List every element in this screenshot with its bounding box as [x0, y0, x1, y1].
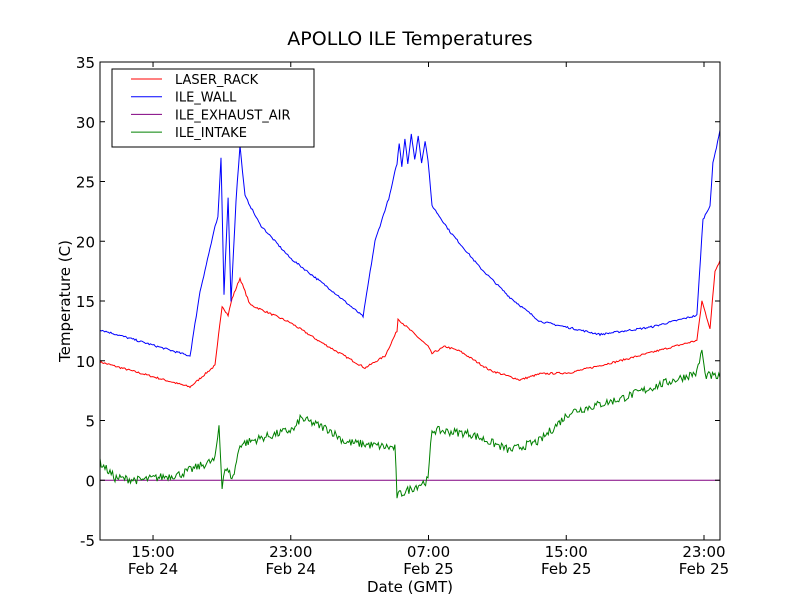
x-tick-label-time: 15:00	[545, 543, 588, 561]
legend-box	[111, 68, 315, 148]
x-tick-label-date: Feb 24	[266, 560, 316, 578]
x-tick-label-time: 07:00	[407, 543, 450, 561]
x-tick-label-date: Feb 25	[541, 560, 591, 578]
x-tick-label-time: 23:00	[682, 543, 725, 561]
y-tick-label: 25	[76, 174, 95, 192]
x-tick-label-time: 23:00	[269, 543, 312, 561]
legend-label: ILE_EXHAUST_AIR	[175, 108, 291, 123]
y-tick-label: -5	[80, 532, 95, 550]
legend: LASER_RACK ILE_WALL ILE_EXHAUST_AIR ILE_INT…	[111, 68, 315, 148]
legend-label: ILE_INTAKE	[175, 126, 247, 141]
legend-label: ILE_WALL	[175, 91, 237, 106]
y-tick-label: 30	[76, 114, 95, 132]
y-tick-label: 35	[76, 54, 95, 72]
x-tick-label-date: Feb 25	[403, 560, 453, 578]
y-tick-label: 0	[85, 472, 95, 490]
plot-area	[99, 130, 721, 499]
y-tick-label: 15	[76, 293, 95, 311]
chart-title: APOLLO ILE Temperatures	[287, 28, 532, 50]
series-line-ile-wall	[99, 130, 721, 357]
y-tick-label: 20	[76, 233, 95, 251]
y-axis-label: Temperature (C)	[56, 240, 74, 363]
x-tick-label-date: Feb 25	[679, 560, 729, 578]
y-tick-label: 5	[85, 413, 95, 431]
x-tick-label-time: 15:00	[131, 543, 174, 561]
series-line-laser-rack	[99, 260, 721, 389]
y-axis: -5 0 5 10 15 20 25 30 35	[76, 54, 720, 550]
y-tick-label: 10	[76, 353, 95, 371]
x-axis-label: Date (GMT)	[367, 578, 453, 596]
legend-label: LASER_RACK	[175, 73, 259, 88]
series-line-ile-intake	[99, 349, 721, 499]
x-tick-label-date: Feb 24	[128, 560, 178, 578]
